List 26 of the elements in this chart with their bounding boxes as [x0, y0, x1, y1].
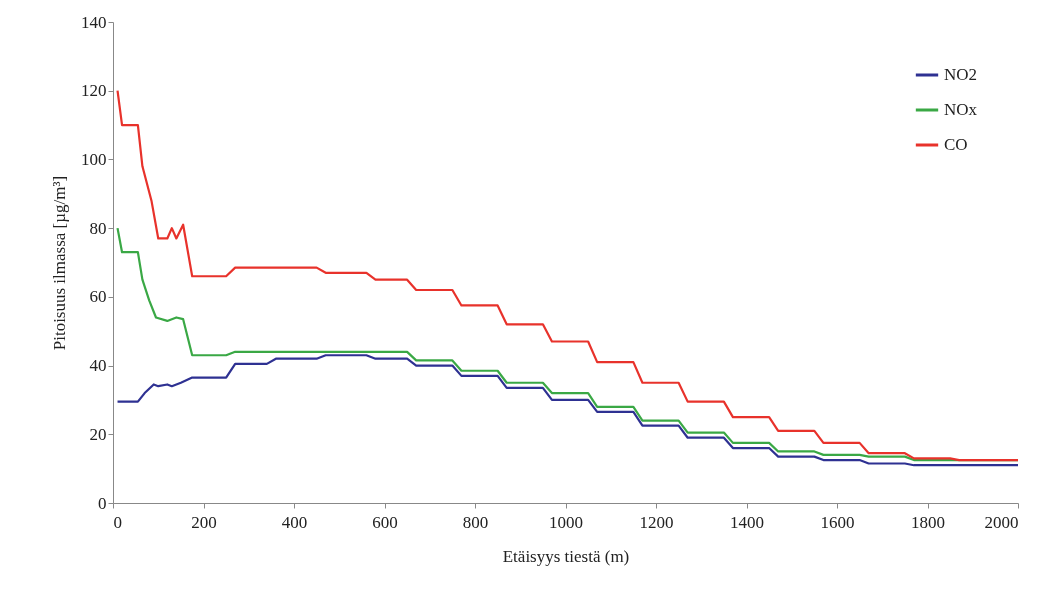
x-tick-label: 1400 [730, 512, 764, 532]
y-tick-label: 80 [89, 218, 107, 238]
x-tick-label: 1000 [549, 512, 583, 532]
x-tick-label: 1600 [820, 512, 855, 532]
legend-label: NO2 [944, 65, 978, 84]
y-tick-label: 140 [81, 12, 107, 32]
x-tick-label: 1800 [911, 512, 945, 532]
y-tick-label: 120 [81, 81, 107, 101]
y-tick-label: 100 [81, 149, 107, 169]
y-axis-title: Pitoisuus ilmassa [µg/m³] [50, 175, 69, 351]
legend-label: CO [944, 135, 968, 154]
line-series [116, 354, 1020, 467]
x-tick-label: 800 [462, 512, 489, 532]
line-series [116, 89, 1020, 462]
legend-label: NOx [944, 100, 978, 119]
y-tick-label: 40 [89, 356, 107, 376]
x-tick-label: 400 [281, 512, 308, 532]
x-tick-label: 2000 [984, 512, 1019, 532]
x-tick-label: 200 [191, 512, 217, 532]
x-tick-label: 1200 [639, 512, 674, 532]
x-axis-title: Etäisyys tiestä (m) [502, 546, 630, 566]
x-tick-label: 600 [372, 512, 398, 532]
y-tick-label: 20 [89, 424, 107, 444]
y-tick-label: 0 [98, 493, 107, 513]
y-tick-label: 60 [89, 287, 107, 307]
x-tick-label: 0 [113, 512, 122, 532]
